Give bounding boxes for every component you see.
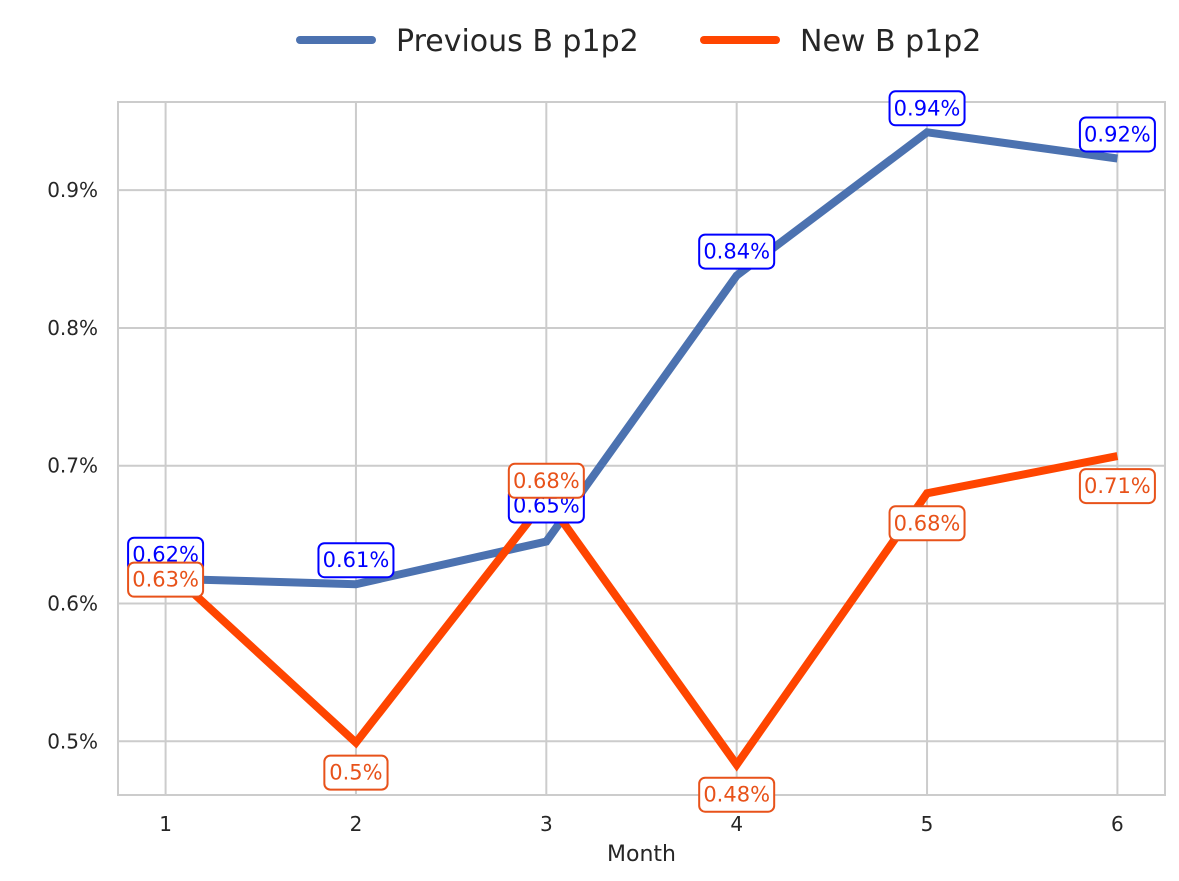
y-axis-ticks: 0.5% 0.6% 0.7% 0.8% 0.9% [47,178,98,753]
y-tick-label: 0.7% [47,454,98,478]
data-label-box [127,561,205,598]
data-label: 0.61% [317,542,395,579]
data-label: 0.68% [507,462,585,499]
data-label-box [698,233,776,270]
data-label-text: 0.94% [894,96,961,120]
series-lines [162,128,1119,772]
data-label-box [507,462,585,499]
data-label: 0.71% [1078,468,1156,505]
x-tick-label: 1 [159,812,172,836]
x-tick-label: 5 [921,812,934,836]
legend-item: Previous B p1p2 [296,24,639,59]
data-label: 0.92% [1078,116,1156,153]
data-label: 0.5% [323,754,389,791]
x-axis-title: Month [607,842,676,867]
data-label-box [1078,468,1156,505]
data-label-text: 0.92% [1084,122,1151,146]
data-label-text: 0.68% [894,511,961,535]
x-axis-ticks: 1 2 3 4 5 6 [159,812,1124,836]
data-label-text: 0.63% [132,568,199,592]
data-label-text: 0.5% [329,761,382,785]
data-label: 0.63% [127,561,205,598]
data-label-text: 0.48% [703,783,770,807]
data-label-text: 0.71% [1084,474,1151,498]
x-tick-label: 4 [730,812,743,836]
legend: Previous B p1p2 New B p1p2 [296,24,981,59]
legend-label: Previous B p1p2 [396,24,639,59]
data-label-box [888,505,966,542]
data-label: 0.84% [698,233,776,270]
series-line-previous [165,128,1118,589]
data-label-box [1078,116,1156,153]
data-label-box [317,542,395,579]
data-label-text: 0.84% [703,240,770,264]
data-label-box [698,776,776,813]
data-label: 0.94% [888,90,966,127]
plot-frame [117,101,1166,796]
grid-lines [118,102,1165,795]
data-labels: 0.62% 0.61%0.65%0.84%0.94%0.92%0.63%0.5%0… [127,90,1156,813]
data-label-text: 0.68% [513,469,580,493]
data-label-text: 0.61% [323,548,390,572]
data-label-box [888,90,966,127]
legend-label: New B p1p2 [800,24,981,59]
y-tick-label: 0.6% [47,591,98,615]
data-label-box [323,754,389,791]
x-tick-label: 2 [350,812,363,836]
series-line-new [162,452,1119,772]
legend-item: New B p1p2 [700,24,981,59]
x-tick-label: 6 [1111,812,1124,836]
y-tick-label: 0.9% [47,178,98,202]
data-label: 0.48% [698,776,776,813]
y-tick-label: 0.8% [47,316,98,340]
y-tick-label: 0.5% [47,729,98,753]
x-tick-label: 3 [540,812,553,836]
data-label: 0.68% [888,505,966,542]
